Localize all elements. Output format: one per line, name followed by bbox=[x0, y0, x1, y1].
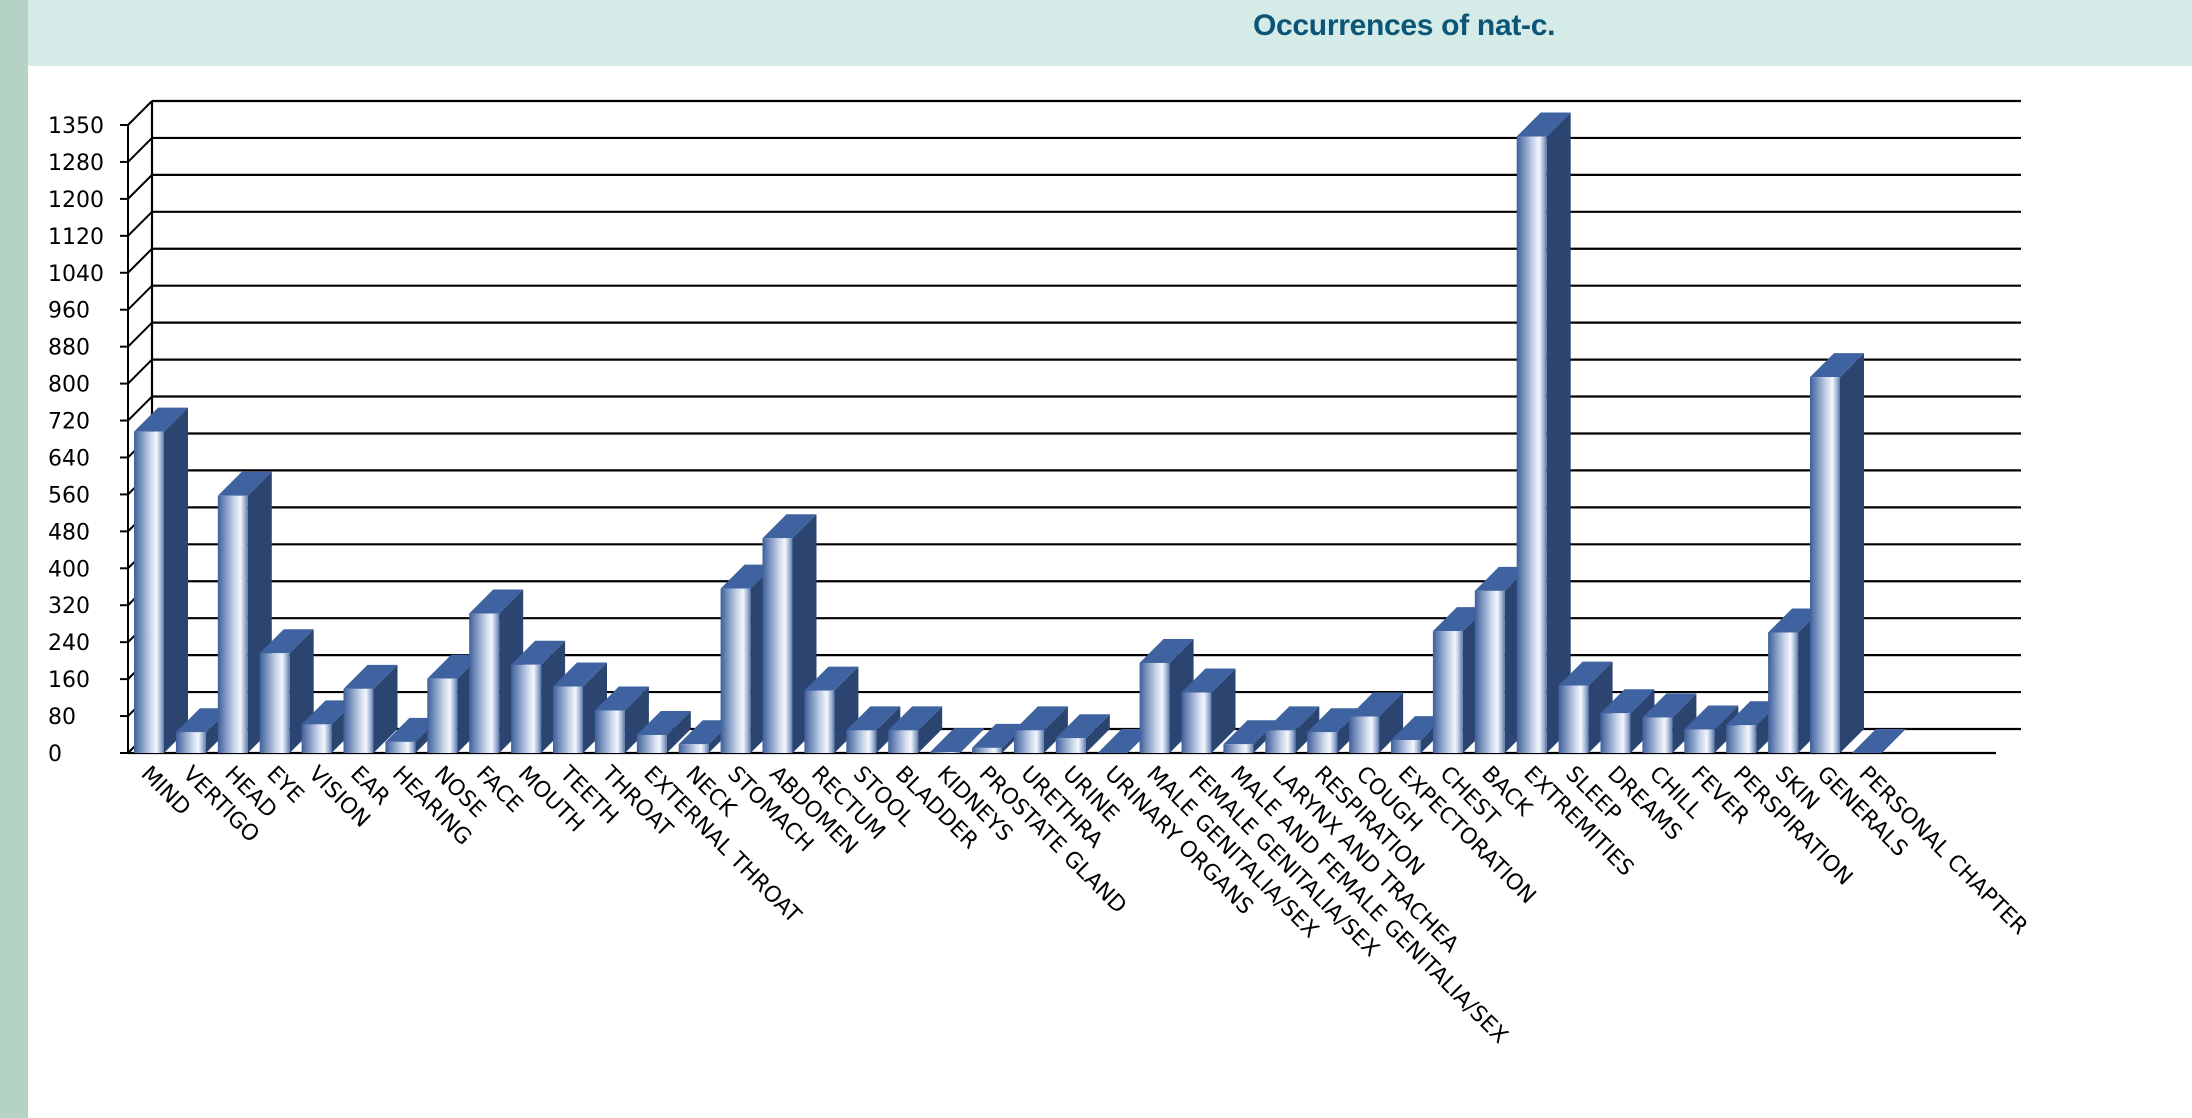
bar bbox=[1851, 729, 1906, 753]
y-tick-label: 320 bbox=[48, 594, 90, 619]
y-axis: 0 80 160 240 320 400 480 560 640 720 800 880 960 1040… bbox=[48, 114, 104, 767]
bar bbox=[343, 664, 398, 753]
y-tick-label: 800 bbox=[48, 373, 90, 398]
bar bbox=[1642, 693, 1697, 753]
y-tick-label: 640 bbox=[48, 446, 90, 471]
bar bbox=[1810, 353, 1864, 753]
x-axis-labels: MINDVERTIGOHEADEYEVISIONEARHEARINGNOSEFA… bbox=[136, 761, 2032, 1049]
bar bbox=[1265, 706, 1320, 753]
chart-title: Occurrences of nat-c. bbox=[1253, 9, 1556, 42]
header-band bbox=[28, 0, 2192, 66]
y-tick-label: 80 bbox=[48, 705, 76, 730]
y-tick-label: 480 bbox=[48, 520, 90, 545]
bar bbox=[930, 728, 985, 753]
y-tick-label: 1280 bbox=[48, 151, 104, 176]
bar bbox=[1349, 692, 1404, 753]
bar bbox=[636, 710, 691, 753]
y-tick-label: 240 bbox=[48, 631, 90, 656]
bars bbox=[134, 112, 1906, 753]
y-tick-label: 1350 bbox=[48, 114, 104, 139]
bar bbox=[1181, 668, 1236, 753]
y-tick-label: 960 bbox=[48, 299, 90, 324]
y-tick-label: 160 bbox=[48, 668, 90, 693]
y-tick-label: 1040 bbox=[48, 262, 104, 287]
bar bbox=[1055, 714, 1110, 753]
bar bbox=[888, 706, 943, 753]
bar bbox=[134, 407, 188, 753]
x-tick-label: PERSONAL CHAPTER bbox=[1854, 762, 2032, 940]
y-tick-label: 560 bbox=[48, 483, 90, 508]
bar bbox=[1516, 112, 1571, 753]
y-tick-label: 0 bbox=[48, 742, 62, 767]
bar bbox=[1097, 729, 1152, 753]
left-stripe bbox=[0, 0, 28, 1118]
gridlines bbox=[120, 99, 2021, 755]
bar bbox=[846, 706, 901, 753]
y-tick-label: 1200 bbox=[48, 188, 104, 213]
bar bbox=[553, 662, 607, 753]
y-tick-label: 880 bbox=[48, 336, 90, 361]
bar bbox=[217, 471, 272, 753]
y-tick-label: 720 bbox=[48, 410, 90, 435]
bar bbox=[1013, 706, 1068, 753]
bar bbox=[594, 686, 649, 753]
y-tick-label: 400 bbox=[48, 557, 90, 582]
y-tick-label: 1120 bbox=[48, 225, 104, 250]
